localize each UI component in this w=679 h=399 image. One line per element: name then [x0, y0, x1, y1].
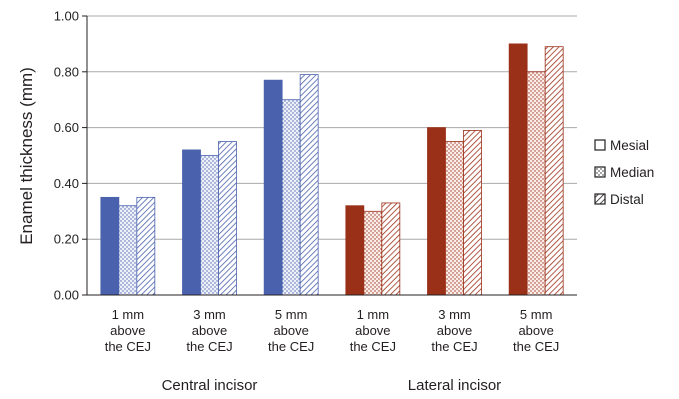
legend: Mesial Median Distal — [594, 138, 654, 207]
bar-median — [363, 210, 383, 296]
legend-label-mesial: Mesial — [610, 138, 649, 153]
bar-mesial — [263, 79, 283, 296]
bar-median — [526, 71, 546, 296]
x-category-label: 1 mm above the CEJ — [105, 307, 151, 354]
x-category-label: 5 mm above the CEJ — [268, 307, 314, 354]
bar-median — [281, 99, 301, 296]
gridlines — [87, 15, 577, 240]
x-category-label: 3 mm above the CEJ — [186, 307, 232, 354]
y-tick-label: 0.60 — [54, 120, 79, 135]
group-label: Lateral incisor — [408, 377, 501, 394]
legend-swatch-median — [594, 166, 606, 178]
labels: 0.00 0.20 0.40 0.60 0.80 1.00 1 mm above the CEJ… — [54, 9, 560, 395]
bar-mesial — [427, 127, 446, 296]
y-tick-label: 0.00 — [54, 288, 79, 303]
bar-mesial — [508, 43, 528, 296]
bar-distal — [544, 46, 564, 296]
y-tick-label: 0.20 — [54, 232, 79, 247]
bar-distal — [136, 196, 156, 296]
bar-median — [200, 155, 219, 296]
bars — [100, 43, 564, 296]
x-category-label: 5 mm above the CEJ — [513, 307, 559, 354]
bar-mesial — [100, 196, 120, 296]
bar-distal — [381, 202, 401, 296]
bar-median — [445, 141, 464, 296]
axes — [82, 15, 577, 296]
legend-label-distal: Distal — [610, 192, 644, 207]
y-tick-label: 1.00 — [54, 9, 79, 24]
bar-mesial — [345, 205, 365, 296]
y-tick-label: 0.80 — [54, 64, 79, 79]
legend-swatch-distal — [594, 193, 606, 205]
group-label: Central incisor — [162, 377, 258, 394]
bar-distal — [218, 141, 237, 296]
x-category-label: 3 mm above the CEJ — [431, 307, 477, 354]
y-tick-label: 0.40 — [54, 176, 79, 191]
bar-mesial — [182, 149, 201, 296]
legend-label-median: Median — [610, 165, 654, 180]
x-category-label: 1 mm above the CEJ — [350, 307, 396, 354]
bar-distal — [299, 74, 319, 296]
legend-swatch-mesial — [594, 139, 606, 151]
bar-distal — [463, 129, 482, 296]
bar-median — [118, 205, 138, 296]
y-axis-title: Enamel thickness (mm) — [17, 67, 36, 245]
